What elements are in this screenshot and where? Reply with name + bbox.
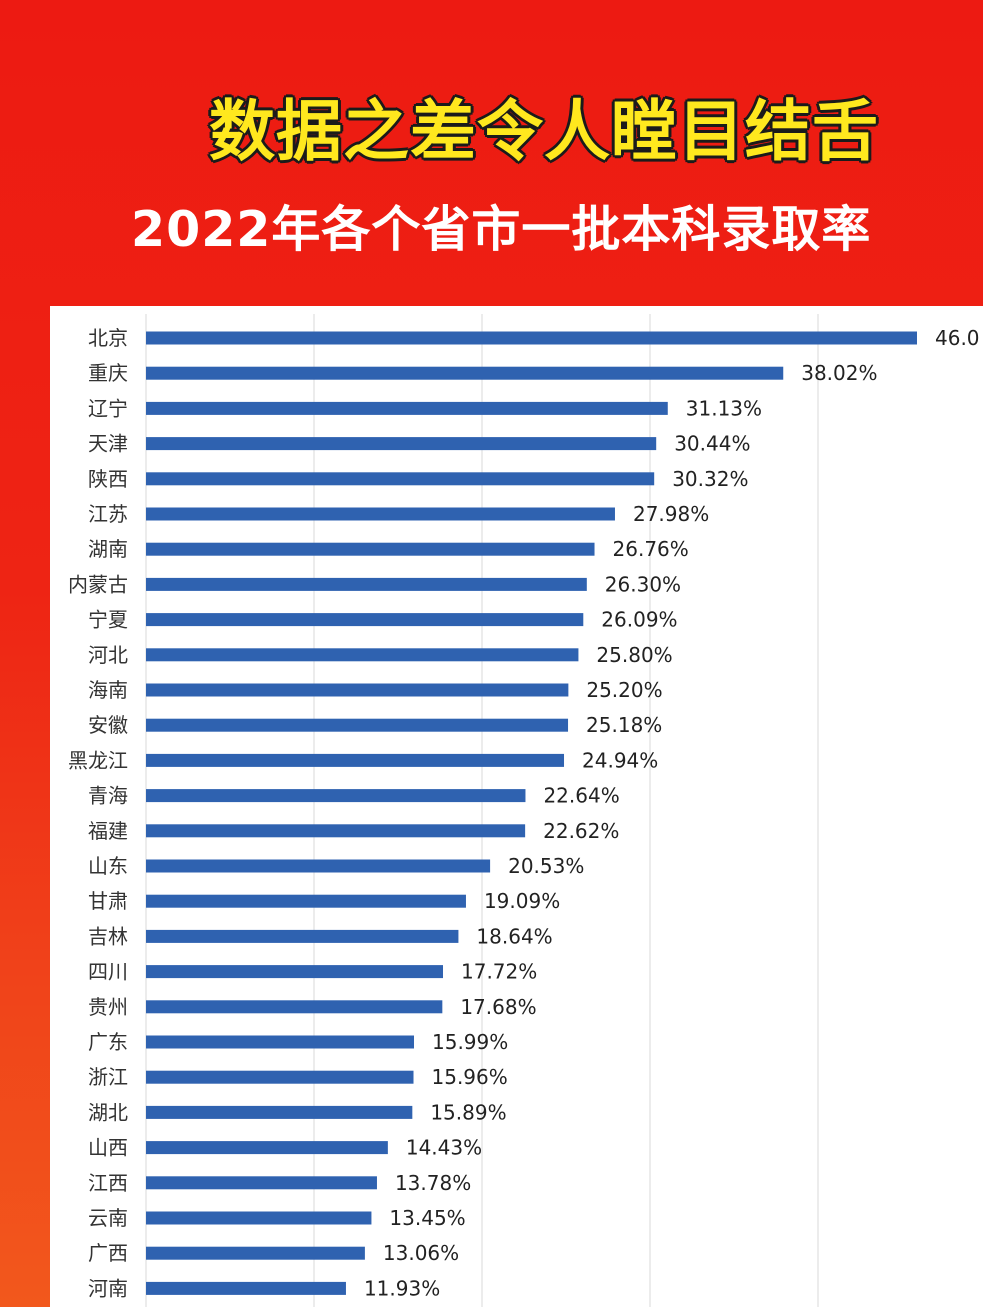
category-label: 江西 [88, 1171, 128, 1195]
category-label: 辽宁 [88, 396, 128, 420]
value-label: 31.13% [686, 396, 762, 420]
value-label: 19.09% [484, 889, 560, 913]
bar [146, 437, 657, 451]
value-label: 26.30% [605, 572, 681, 596]
category-label: 河北 [88, 643, 128, 667]
category-label: 福建 [88, 819, 128, 843]
value-label: 15.96% [432, 1065, 508, 1089]
bar [146, 401, 668, 415]
bar [146, 894, 466, 908]
category-label: 天津 [88, 432, 128, 456]
category-label: 青海 [88, 784, 128, 808]
value-label: 46.0 [935, 326, 980, 350]
value-label: 30.32% [672, 467, 748, 491]
bar [146, 1000, 443, 1014]
bar [146, 1176, 377, 1190]
value-label: 11.93% [364, 1276, 440, 1300]
value-label: 30.44% [674, 432, 750, 456]
value-label: 27.98% [633, 502, 709, 526]
bar [146, 648, 579, 662]
bar [146, 929, 459, 943]
bar-chart: 北京 46.0 重庆 38.02% 辽宁 31.13% 天津 30.44% 陕西 30.32% 江苏… [68, 314, 980, 1307]
category-label: 江苏 [88, 502, 128, 526]
value-label: 13.06% [383, 1241, 459, 1265]
category-label: 吉林 [88, 924, 128, 948]
category-label: 山西 [88, 1136, 128, 1160]
value-label: 13.78% [395, 1171, 471, 1195]
value-label: 24.94% [582, 748, 658, 772]
category-label: 广西 [88, 1241, 128, 1265]
bar [146, 366, 784, 380]
category-label: 广东 [88, 1030, 128, 1054]
value-label: 13.45% [389, 1206, 465, 1230]
bar [146, 965, 444, 979]
category-label: 重庆 [88, 361, 128, 385]
bar [146, 1035, 415, 1049]
category-label: 云南 [88, 1206, 128, 1230]
bar [146, 331, 917, 345]
category-label: 贵州 [88, 995, 128, 1019]
bar [146, 507, 615, 521]
value-label: 14.43% [406, 1136, 482, 1160]
value-label: 25.80% [596, 643, 672, 667]
bar [146, 1246, 365, 1260]
category-label: 甘肃 [88, 889, 128, 913]
bar [146, 824, 526, 838]
chart-subtitle: 2022年各个省市一批本科录取率 [131, 201, 872, 258]
value-label: 26.09% [601, 608, 677, 632]
bar [146, 1281, 346, 1295]
value-label: 15.89% [430, 1100, 506, 1124]
value-label: 20.53% [508, 854, 584, 878]
category-label: 海南 [88, 678, 128, 702]
category-label: 黑龙江 [68, 748, 128, 772]
category-label: 四川 [88, 960, 128, 984]
bar [146, 683, 569, 697]
chart-panel: 北京 46.0 重庆 38.02% 辽宁 31.13% 天津 30.44% 陕西 30.32% 江苏… [50, 306, 983, 1307]
value-label: 17.68% [460, 995, 536, 1019]
bar [146, 613, 584, 627]
category-label: 山东 [88, 854, 128, 878]
value-label: 38.02% [801, 361, 877, 385]
category-label: 湖南 [88, 537, 128, 561]
value-label: 17.72% [461, 960, 537, 984]
bar [146, 1211, 372, 1225]
value-label: 22.62% [543, 819, 619, 843]
bar [146, 472, 655, 486]
bar [146, 789, 526, 803]
category-label: 内蒙古 [68, 572, 128, 596]
category-label: 北京 [88, 326, 128, 350]
category-label: 宁夏 [88, 608, 128, 632]
value-label: 22.64% [543, 784, 619, 808]
bar [146, 753, 565, 767]
category-label: 陕西 [88, 467, 128, 491]
value-label: 18.64% [476, 924, 552, 948]
category-label: 安徽 [88, 713, 128, 737]
value-label: 26.76% [613, 537, 689, 561]
headline-title: 数据之差令人瞠目结舌 [209, 93, 879, 170]
bar [146, 1141, 388, 1155]
bar [146, 718, 569, 732]
bar [146, 577, 587, 591]
value-label: 25.18% [586, 713, 662, 737]
bar [146, 859, 491, 873]
bar [146, 1070, 414, 1084]
category-label: 河南 [88, 1276, 128, 1300]
category-label: 浙江 [88, 1065, 128, 1089]
bar [146, 1105, 413, 1119]
category-label: 湖北 [88, 1100, 128, 1124]
bar [146, 542, 595, 556]
value-label: 25.20% [586, 678, 662, 702]
value-label: 15.99% [432, 1030, 508, 1054]
